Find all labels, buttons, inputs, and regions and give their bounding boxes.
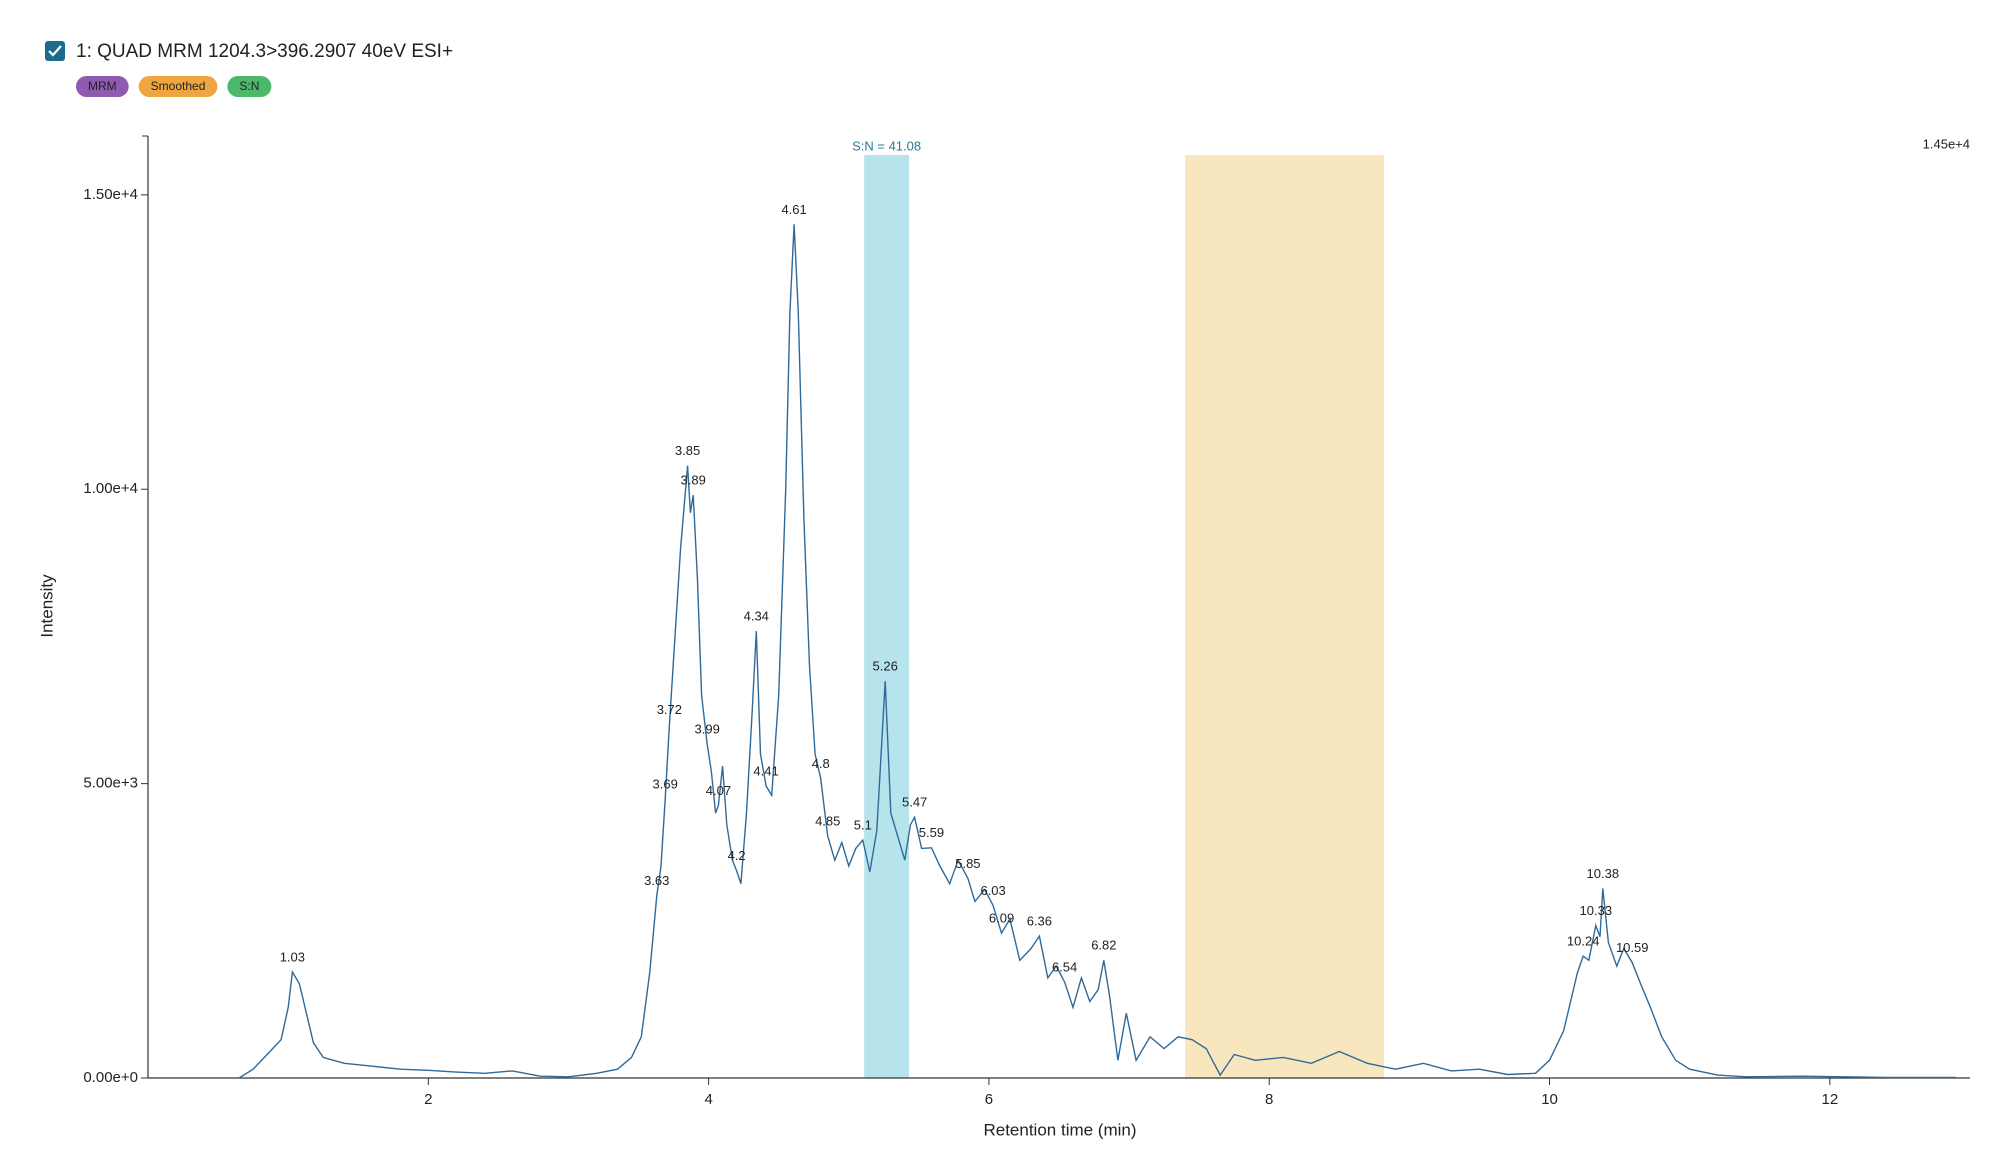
y-tick-label: 1.00e+4 [83, 480, 138, 497]
x-tick-label: 8 [1265, 1091, 1273, 1108]
peak-label: 6.54 [1052, 959, 1077, 974]
peak-label: 1.03 [280, 949, 305, 964]
y-tick-label: 1.50e+4 [83, 186, 138, 203]
badge [227, 76, 272, 97]
peak-label: 6.36 [1027, 914, 1052, 929]
x-tick-label: 2 [424, 1091, 432, 1108]
trace-title: 1: QUAD MRM 1204.3>396.2907 40eV ESI+ [76, 41, 453, 62]
x-tick-label: 4 [704, 1091, 712, 1108]
chromatogram-line [238, 224, 1956, 1079]
peak-label: 3.72 [657, 702, 682, 717]
peak-label: 3.69 [653, 776, 678, 791]
x-tick-label: 6 [985, 1091, 993, 1108]
peak-label: 5.47 [902, 795, 927, 810]
peak-label: 6.03 [980, 883, 1005, 898]
peak-label: 4.85 [815, 813, 840, 828]
peak-label: 4.07 [706, 783, 731, 798]
peak-label: 3.63 [644, 873, 669, 888]
integration-region [1185, 155, 1385, 1078]
x-axis-label: Retention time (min) [983, 1120, 1136, 1139]
peak-label: 10.59 [1616, 940, 1649, 955]
peak-label: 5.85 [955, 856, 980, 871]
peak-label: 3.99 [695, 722, 720, 737]
badges: MRM Smoothed S:N [76, 76, 272, 97]
peak-label: 4.34 [744, 609, 769, 624]
integration-region [864, 155, 910, 1078]
x-tick-label: 10 [1541, 1091, 1558, 1108]
peak-label: 6.82 [1091, 938, 1116, 953]
x-tick-label: 12 [1822, 1091, 1839, 1108]
peak-label: 5.1 [854, 818, 872, 833]
y-tick-label: 0.00e+0 [83, 1069, 138, 1086]
badge-label: Smoothed [151, 79, 206, 93]
peak-label: 3.89 [681, 473, 706, 488]
peak-label: 3.85 [675, 443, 700, 458]
peak-label: 4.61 [781, 202, 806, 217]
check-icon [48, 45, 62, 57]
peak-label: 5.26 [873, 659, 898, 674]
peak-label: 5.59 [919, 825, 944, 840]
badge [138, 76, 218, 97]
peak-label: 4.41 [753, 763, 778, 778]
badge-label: S:N [239, 79, 259, 93]
badge [76, 76, 129, 97]
peak-label: 4.2 [728, 848, 746, 863]
peak-label: 10.24 [1567, 934, 1600, 949]
peak-label: 6.09 [989, 911, 1014, 926]
region-label: S:N = 41.08 [852, 138, 921, 153]
badge-label: MRM [88, 79, 117, 93]
checkbox[interactable] [45, 41, 65, 61]
peak-label: 4.8 [812, 756, 830, 771]
y-tick-label: 5.00e+3 [83, 775, 138, 792]
peak-label: 10.38 [1587, 866, 1620, 881]
y-axis-label: Intensity [37, 574, 56, 638]
max-intensity-label: 1.45e+4 [1923, 136, 1970, 151]
peak-label: 10.33 [1580, 903, 1613, 918]
